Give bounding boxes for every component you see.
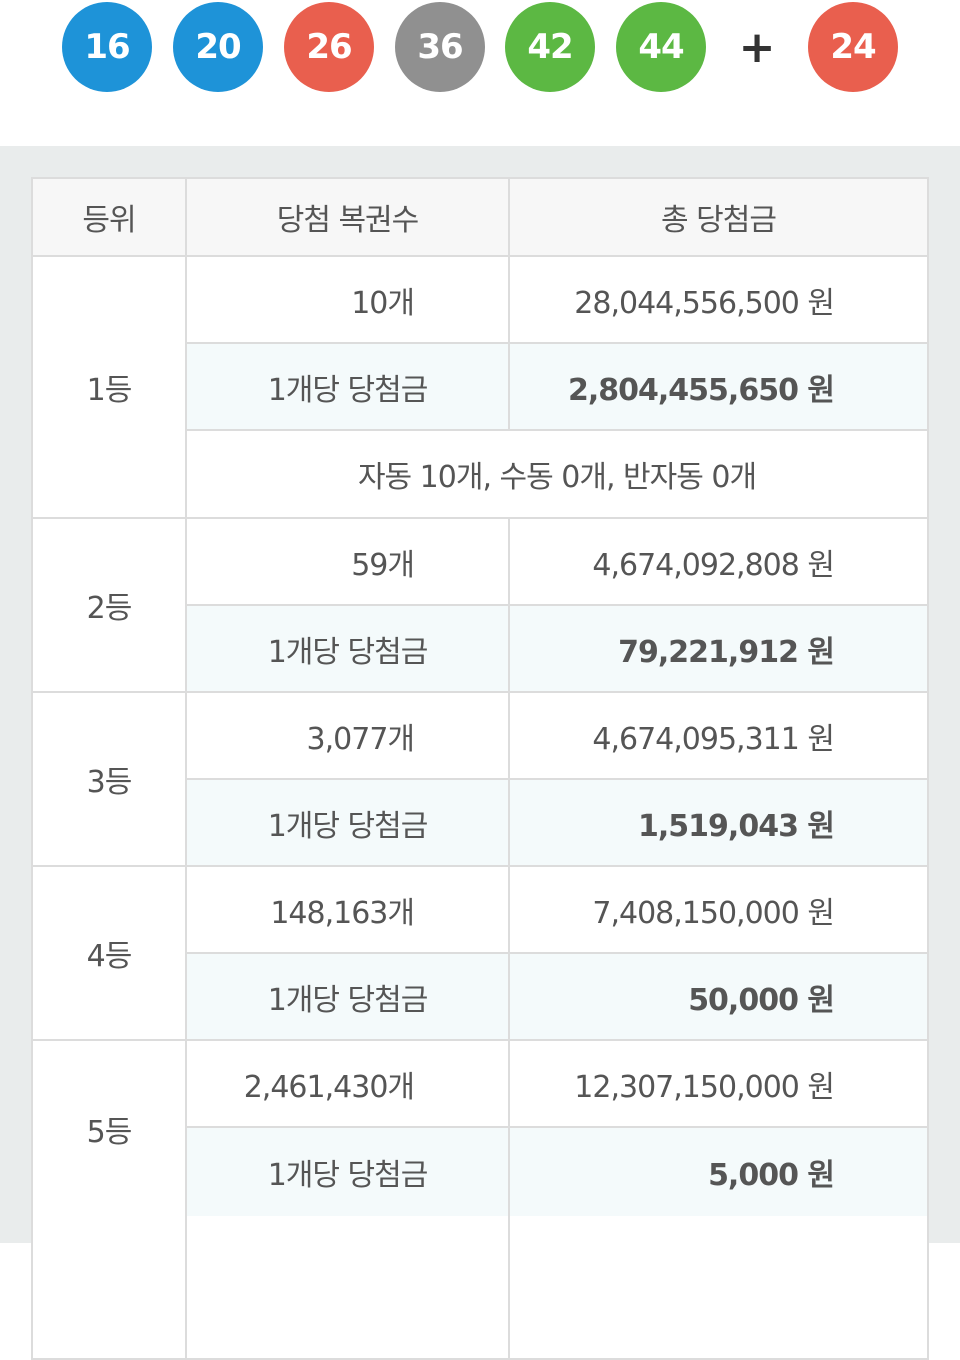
column-divider	[185, 179, 187, 1358]
per-ticket-amount: 50,000 원	[510, 954, 927, 1039]
winning-numbers: 16 20 26 36 42 44 + 24	[0, 0, 960, 146]
row-divider	[185, 342, 927, 344]
row-divider	[185, 604, 927, 606]
row-divider	[33, 1039, 927, 1041]
per-ticket-label: 1개당 당첨금	[187, 344, 508, 429]
per-ticket-label: 1개당 당첨금	[187, 1128, 508, 1216]
per-ticket-amount: 79,221,912 원	[510, 606, 927, 691]
winner-count: 3,077개	[306, 721, 415, 757]
column-divider	[508, 179, 510, 431]
total-prize: 4,674,095,311 원	[592, 721, 835, 757]
total-prize: 12,307,150,000 원	[574, 1069, 835, 1105]
number-ball-2: 20	[173, 2, 263, 92]
rank-cell: 4등	[86, 939, 133, 974]
per-ticket-amount: 2,804,455,650 원	[510, 344, 927, 429]
selection-method-note: 자동 10개, 수동 0개, 반자동 0개	[357, 460, 757, 495]
per-ticket-amount: 5,000 원	[510, 1128, 927, 1216]
number-ball-3: 26	[284, 2, 374, 92]
rank-cell: 5등	[86, 1114, 133, 1150]
winner-count: 148,163개	[270, 895, 415, 931]
per-ticket-label: 1개당 당첨금	[187, 954, 508, 1039]
number-ball-4: 36	[395, 2, 485, 92]
header-rank: 등위	[33, 179, 185, 255]
column-divider	[508, 517, 510, 1358]
header-count: 당첨 복권수	[187, 179, 508, 255]
row-divider	[185, 1126, 927, 1128]
per-ticket-amount: 1,519,043 원	[510, 780, 927, 865]
plus-sign: +	[738, 21, 776, 73]
rank-cell: 2등	[86, 591, 133, 626]
row-divider	[33, 865, 927, 867]
row-divider	[33, 255, 927, 257]
rank-cell: 3등	[86, 765, 133, 800]
prize-panel: 등위 당첨 복권수 총 당첨금 1등 10개 28,044,556,500 원 …	[0, 146, 960, 1360]
bonus-ball: 24	[808, 2, 898, 92]
row-divider	[185, 778, 927, 780]
per-ticket-label: 1개당 당첨금	[187, 606, 508, 691]
total-prize: 4,674,092,808 원	[592, 547, 835, 583]
number-ball-5: 42	[505, 2, 595, 92]
row-divider	[185, 429, 927, 431]
winner-count: 59개	[351, 547, 415, 583]
total-prize: 28,044,556,500 원	[574, 285, 835, 321]
number-ball-1: 16	[62, 2, 152, 92]
row-divider	[33, 691, 927, 693]
rank-cell: 1등	[86, 373, 133, 408]
header-total: 총 당첨금	[510, 179, 927, 255]
number-ball-6: 44	[616, 2, 706, 92]
row-divider	[185, 952, 927, 954]
row-divider	[33, 517, 927, 519]
winner-count: 10개	[351, 285, 415, 321]
prize-table: 등위 당첨 복권수 총 당첨금 1등 10개 28,044,556,500 원 …	[31, 177, 929, 1360]
per-ticket-label: 1개당 당첨금	[187, 780, 508, 865]
winner-count: 2,461,430개	[243, 1069, 415, 1105]
total-prize: 7,408,150,000 원	[592, 895, 835, 931]
